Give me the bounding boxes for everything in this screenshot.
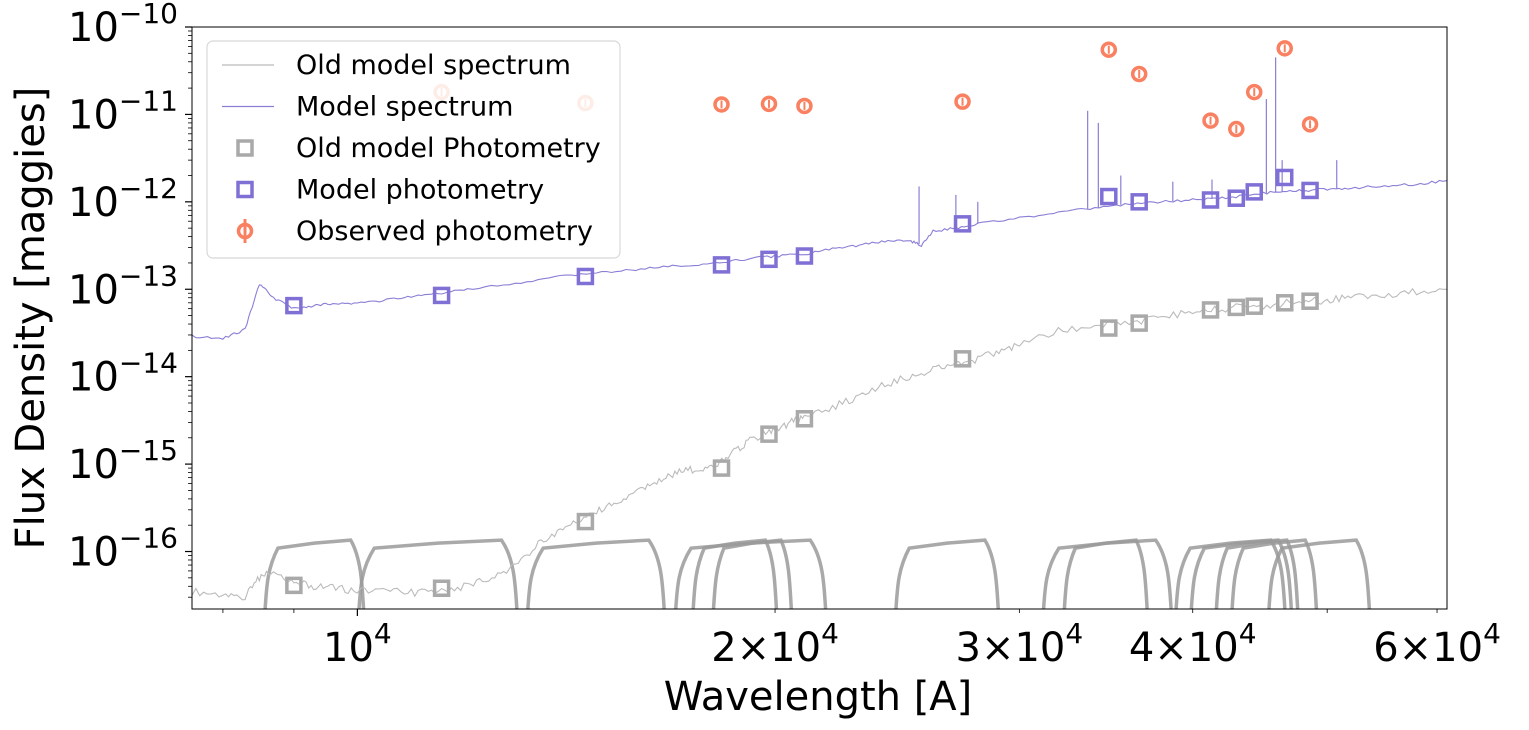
x-tick-label-5: 6×104 — [1373, 617, 1501, 671]
filter-curve-3 — [526, 538, 666, 609]
model-photometry-point-14 — [1301, 181, 1319, 200]
y-tick-label-4: 10−13 — [68, 259, 178, 313]
x-tick-label-4: 4×104 — [1129, 617, 1257, 671]
legend-label-5: Observed photometry — [296, 216, 593, 247]
legend-label-3: Old model Photometry — [296, 133, 601, 164]
model-photometry-point-13 — [1275, 168, 1294, 187]
old-photometry-point-4 — [712, 459, 731, 477]
y-tick-label-2: 10−11 — [68, 84, 178, 138]
model-photometry-point-10 — [1201, 191, 1220, 209]
old-photometry-point-12 — [1245, 297, 1263, 315]
model-photometry-point-3 — [576, 267, 595, 286]
filter-curve-4 — [673, 538, 828, 609]
legend-swatch-4 — [236, 180, 254, 199]
old-photometry-point-11 — [1227, 298, 1246, 317]
model-photometry-point-2 — [432, 286, 451, 305]
old-photometry-point-5 — [760, 425, 778, 443]
x-tick-label-1: 104 — [323, 617, 392, 671]
legend-label-2: Model spectrum — [296, 92, 513, 123]
spectrum-line-2 — [192, 179, 1447, 340]
old-photometry-point-1 — [285, 576, 303, 595]
legend-label-1: Old model spectrum — [296, 50, 571, 81]
y-tick-label-3: 10−12 — [68, 172, 178, 226]
filter-curve-1 — [263, 538, 366, 609]
legend-label-4: Model photometry — [296, 175, 544, 206]
old-photometry-point-8 — [1100, 319, 1118, 337]
model-photometry-point-8 — [1100, 187, 1118, 206]
x-tick-label-3: 3×104 — [956, 617, 1084, 671]
filter-curve-6 — [711, 538, 794, 609]
observed-photometry-point-6 — [954, 93, 971, 110]
legend-swatch-3 — [236, 139, 254, 157]
old-photometry-point-2 — [432, 579, 451, 598]
old-photometry-point-13 — [1275, 294, 1294, 312]
old-photometry-point-10 — [1201, 301, 1220, 319]
model-photometry-point-11 — [1227, 189, 1246, 207]
observed-photometry-point-3 — [713, 96, 730, 113]
filter-curve-12 — [1214, 538, 1300, 609]
observed-photometry-point-13 — [1301, 116, 1319, 133]
filter-curve-8 — [1041, 538, 1173, 609]
axes: 10−10 10−11 10−12 10−13 10−14 10−15 10−16 104 2×… — [68, 0, 1501, 671]
spectrum-line-1 — [192, 287, 1447, 601]
model-photometry-point-7 — [953, 215, 972, 233]
y-axis-label: Flux Density [maggies] — [8, 87, 54, 550]
photometry-points — [285, 40, 1319, 598]
observed-photometry-point-5 — [796, 97, 813, 115]
filter-curves — [263, 538, 1372, 609]
filter-curve-14 — [1267, 538, 1372, 609]
model-photometry-point-12 — [1245, 183, 1263, 201]
y-tick-label-1: 10−10 — [68, 0, 178, 51]
observed-photometry-point-12 — [1276, 40, 1293, 57]
observed-photometry-point-9 — [1202, 112, 1219, 129]
observed-photometry-point-11 — [1245, 83, 1263, 101]
spectrum-lines — [192, 57, 1447, 601]
old-photometry-point-6 — [795, 410, 814, 428]
filter-curve-13 — [1230, 538, 1319, 609]
filter-curve-7 — [894, 538, 1000, 609]
x-tick-label-2: 2×104 — [711, 617, 839, 671]
plot-frame — [191, 26, 1448, 610]
old-photometry-point-7 — [953, 350, 972, 368]
y-tick-label-5: 10−14 — [68, 347, 178, 401]
legend-box — [206, 40, 621, 259]
model-photometry-point-6 — [795, 247, 814, 265]
observed-photometry-point-8 — [1130, 65, 1148, 83]
old-photometry-point-3 — [576, 512, 595, 531]
model-photometry-point-4 — [712, 256, 731, 274]
filter-curve-5 — [691, 538, 779, 609]
y-tick-label-6: 10−15 — [68, 434, 178, 488]
model-photometry-point-1 — [285, 296, 303, 315]
old-photometry-point-14 — [1301, 292, 1319, 310]
filter-curve-9 — [1062, 538, 1149, 609]
observed-photometry-point-4 — [760, 95, 778, 113]
legend: Old model spectrum Model spectrum Old mode… — [206, 40, 621, 259]
filter-curve-2 — [357, 538, 519, 609]
y-tick-label-7: 10−16 — [68, 522, 178, 576]
model-photometry-point-5 — [760, 250, 778, 269]
old-photometry-point-9 — [1130, 314, 1148, 332]
x-axis-label: Wavelength [A] — [664, 674, 973, 720]
model-photometry-point-9 — [1130, 193, 1148, 211]
observed-photometry-point-7 — [1100, 41, 1118, 58]
observed-photometry-point-10 — [1228, 120, 1245, 138]
